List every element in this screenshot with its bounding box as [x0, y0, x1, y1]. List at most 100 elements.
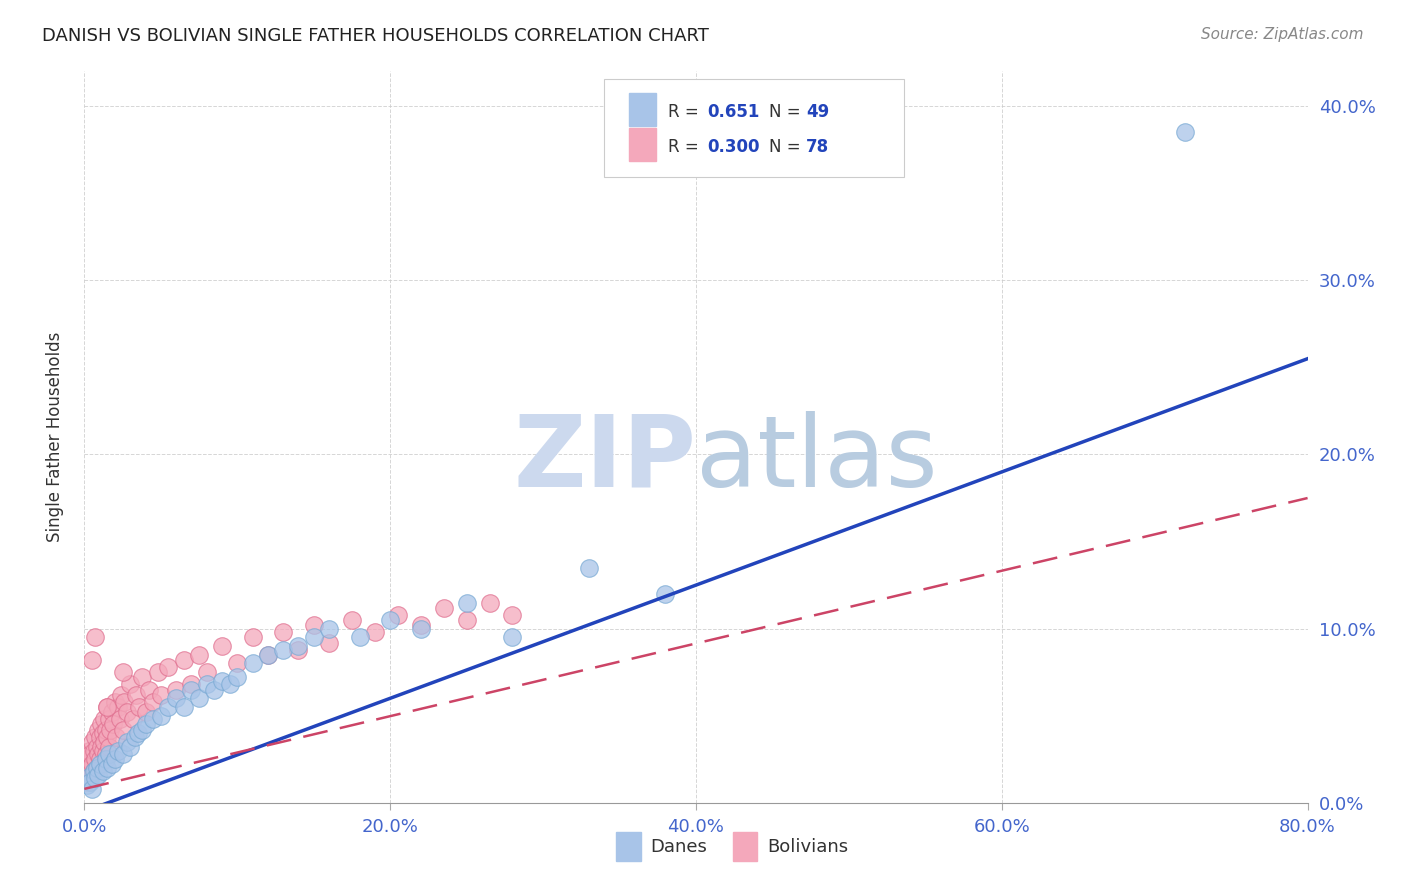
Point — [77, 770, 100, 784]
Point — [456, 613, 478, 627]
Point — [433, 600, 456, 615]
Point — [111, 665, 134, 680]
Point — [340, 613, 363, 627]
Point — [76, 778, 98, 792]
Point — [1174, 125, 1197, 139]
Point — [90, 717, 112, 731]
Point — [387, 607, 409, 622]
Point — [165, 682, 187, 697]
Point — [86, 761, 108, 775]
Point — [79, 770, 101, 784]
Point — [173, 700, 195, 714]
Point — [120, 740, 142, 755]
Point — [242, 657, 264, 671]
Point — [104, 695, 127, 709]
Point — [211, 673, 233, 688]
Text: 0.651: 0.651 — [707, 103, 759, 120]
Point — [80, 653, 103, 667]
Point — [91, 764, 114, 779]
Point — [80, 757, 103, 772]
Point — [110, 688, 132, 702]
Point — [105, 730, 128, 744]
Bar — [616, 832, 641, 862]
Point — [149, 708, 172, 723]
Point — [478, 595, 501, 609]
Point — [104, 752, 127, 766]
Point — [93, 735, 115, 749]
Point — [115, 735, 138, 749]
Point — [76, 752, 98, 766]
Point — [122, 712, 145, 726]
Point — [94, 747, 117, 761]
Text: DANISH VS BOLIVIAN SINGLE FATHER HOUSEHOLDS CORRELATION CHART: DANISH VS BOLIVIAN SINGLE FATHER HOUSEHO… — [42, 27, 709, 45]
Point — [287, 639, 309, 653]
Point — [226, 657, 249, 671]
Point — [157, 660, 180, 674]
Point — [142, 712, 165, 726]
Point — [115, 705, 138, 719]
Point — [131, 723, 153, 737]
Text: Danes: Danes — [651, 838, 707, 855]
Point — [77, 743, 100, 757]
Point — [97, 740, 120, 755]
Point — [578, 560, 600, 574]
Point — [84, 730, 107, 744]
Point — [101, 757, 124, 772]
Point — [188, 691, 211, 706]
Point — [180, 682, 202, 697]
Point — [87, 747, 110, 761]
Point — [257, 648, 280, 662]
Text: 78: 78 — [806, 137, 830, 156]
Point — [80, 781, 103, 796]
Point — [83, 764, 105, 779]
Point — [146, 665, 169, 680]
Point — [108, 712, 131, 726]
Point — [93, 712, 115, 726]
Point — [84, 631, 107, 645]
Point — [97, 712, 120, 726]
Text: 49: 49 — [806, 103, 830, 120]
Point — [89, 730, 111, 744]
Point — [242, 631, 264, 645]
Bar — [628, 128, 655, 161]
Point — [111, 747, 134, 761]
Text: Bolivians: Bolivians — [766, 838, 848, 855]
Point — [349, 631, 371, 645]
Point — [149, 688, 172, 702]
Point — [287, 642, 309, 657]
Y-axis label: Single Father Households: Single Father Households — [45, 332, 63, 542]
Point — [80, 735, 103, 749]
Point — [318, 635, 340, 649]
Point — [125, 688, 148, 702]
Point — [226, 670, 249, 684]
Point — [89, 757, 111, 772]
Point — [101, 705, 124, 719]
Point — [96, 761, 118, 775]
Point — [91, 726, 114, 740]
Point — [76, 764, 98, 779]
Point — [188, 648, 211, 662]
Point — [84, 772, 107, 786]
Point — [165, 691, 187, 706]
Point — [91, 743, 114, 757]
Point — [84, 752, 107, 766]
Point — [112, 695, 135, 709]
Point — [120, 677, 142, 691]
Point — [502, 607, 524, 622]
Point — [127, 726, 149, 740]
Point — [75, 775, 97, 789]
Point — [409, 622, 432, 636]
Point — [86, 740, 108, 755]
Point — [135, 717, 157, 731]
Point — [271, 642, 294, 657]
Point — [180, 677, 202, 691]
Point — [173, 653, 195, 667]
Point — [98, 723, 121, 737]
Point — [107, 700, 129, 714]
Point — [218, 677, 240, 691]
Point — [107, 743, 129, 757]
Point — [456, 595, 478, 609]
Point — [96, 700, 118, 714]
Point — [654, 587, 676, 601]
Point — [138, 682, 160, 697]
